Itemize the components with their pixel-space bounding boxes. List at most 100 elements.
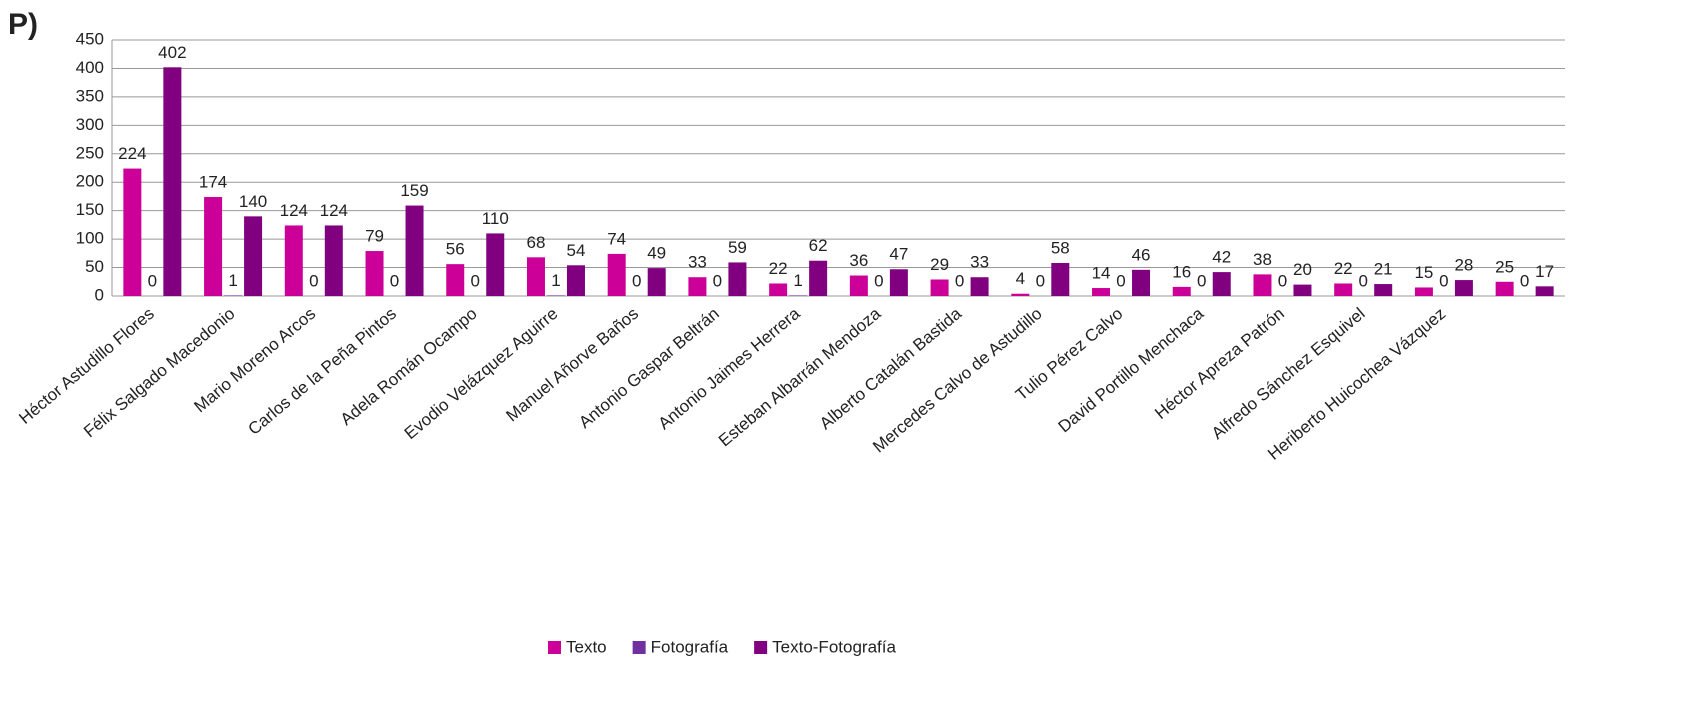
bar	[486, 233, 505, 296]
bar	[1414, 287, 1433, 296]
bar	[607, 253, 626, 296]
bar	[566, 265, 585, 296]
bar	[204, 197, 223, 296]
value-label: 46	[1132, 245, 1151, 264]
bar	[1092, 288, 1111, 296]
value-label: 0	[1197, 271, 1206, 290]
value-label: 174	[199, 172, 227, 191]
value-label: 58	[1051, 238, 1070, 257]
value-label: 22	[769, 259, 788, 278]
legend-swatch	[548, 641, 561, 654]
value-label: 0	[632, 271, 641, 290]
y-tick-label: 250	[76, 143, 104, 162]
value-label: 0	[1520, 271, 1529, 290]
value-label: 28	[1454, 256, 1473, 275]
bar	[526, 257, 545, 296]
bar	[1293, 284, 1312, 296]
bar	[688, 277, 707, 296]
bar	[1011, 293, 1030, 296]
value-label: 20	[1293, 260, 1312, 279]
value-label: 74	[607, 229, 626, 248]
value-label: 33	[688, 253, 707, 272]
value-label: 0	[148, 271, 157, 290]
value-label: 0	[1036, 271, 1045, 290]
value-label: 1	[793, 271, 802, 290]
bar	[769, 283, 788, 296]
value-label: 402	[158, 43, 186, 62]
value-label: 47	[889, 245, 908, 264]
value-label: 54	[567, 241, 586, 260]
bar	[1172, 286, 1191, 296]
value-label: 0	[955, 271, 964, 290]
value-label: 124	[320, 201, 348, 220]
x-tick-label: Héctor Apreza Patrón	[1151, 304, 1288, 423]
bar	[1374, 284, 1393, 296]
y-tick-label: 300	[76, 115, 104, 134]
value-label: 0	[1439, 271, 1448, 290]
value-label: 0	[1278, 271, 1287, 290]
value-label: 4	[1016, 269, 1025, 288]
value-label: 16	[1172, 262, 1191, 281]
x-tick-label: Alberto Catalán Bastida	[816, 304, 965, 434]
legend-label: Texto-Fotografía	[772, 637, 896, 656]
value-label: 21	[1374, 260, 1393, 279]
value-label: 0	[471, 271, 480, 290]
bar	[1495, 281, 1514, 296]
legend-swatch	[754, 641, 768, 654]
value-label: 14	[1092, 264, 1111, 283]
y-tick-label: 400	[76, 58, 104, 77]
value-label: 42	[1212, 248, 1231, 267]
value-label: 56	[446, 240, 465, 259]
x-tick-label: Carlos de la Peña Pintos	[244, 304, 400, 439]
value-label: 224	[118, 144, 146, 163]
bar	[1454, 280, 1473, 296]
x-tick-label: Félix Salgado Macedonio	[80, 304, 238, 441]
bar	[809, 260, 828, 296]
bar	[728, 262, 747, 296]
x-tick-label: Antonio Jaimes Herrera	[655, 304, 804, 434]
value-label: 79	[365, 227, 384, 246]
value-label: 36	[849, 251, 868, 270]
value-label: 0	[874, 271, 883, 290]
value-label: 22	[1334, 259, 1353, 278]
value-label: 0	[1358, 271, 1367, 290]
value-label: 0	[1116, 271, 1125, 290]
value-label: 110	[482, 209, 509, 228]
bar	[324, 225, 343, 296]
x-tick-label: Antonio Gaspar Beltrán	[575, 304, 723, 432]
bar	[365, 251, 384, 296]
bar	[1253, 274, 1272, 296]
x-tick-label: Adela Román Ocampo	[337, 304, 481, 429]
value-label: 17	[1535, 262, 1554, 281]
x-tick-label: Alfredo Sánchez Esquivel	[1208, 304, 1369, 443]
y-tick-label: 450	[76, 29, 104, 48]
bar	[446, 264, 465, 296]
x-tick-label: Mercedes Calvo de Astudillo	[869, 304, 1046, 456]
legend-swatch	[632, 641, 646, 654]
bar	[123, 168, 142, 296]
bar	[1535, 286, 1554, 296]
x-tick-label: Manuel Añorve Baños	[503, 304, 643, 425]
bar	[930, 279, 949, 296]
value-label: 68	[527, 233, 546, 252]
bar	[244, 216, 263, 296]
bar	[1051, 263, 1070, 296]
value-label: 59	[728, 238, 747, 257]
y-tick-label: 350	[76, 86, 104, 105]
y-tick-label: 200	[76, 172, 104, 191]
bar	[889, 269, 908, 296]
chart-title: P)	[8, 8, 38, 41]
x-tick-label: Esteban Albarrán Mendoza	[715, 304, 885, 451]
value-label: 38	[1253, 250, 1272, 269]
value-label: 25	[1495, 257, 1514, 276]
value-label: 124	[280, 201, 308, 220]
y-tick-label: 50	[85, 257, 104, 276]
y-tick-label: 100	[76, 229, 104, 248]
bar	[1132, 269, 1151, 296]
value-label: 0	[309, 271, 318, 290]
legend-label: Texto	[566, 637, 607, 656]
value-label: 62	[809, 236, 828, 255]
value-label: 29	[930, 255, 949, 274]
value-label: 0	[390, 271, 399, 290]
bar	[647, 268, 666, 296]
